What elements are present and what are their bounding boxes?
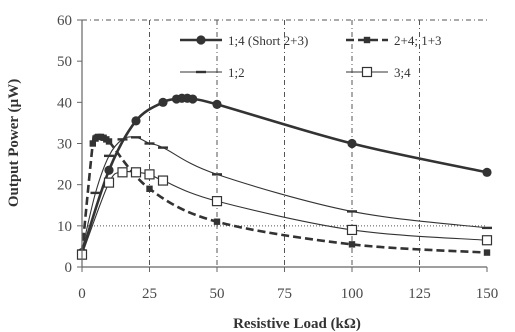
data-point-3-4-3 [130, 167, 142, 178]
data-point-1-4-short-2-3-8 [212, 99, 222, 109]
legend-entry-1-4-short-2-3: 1;4 (Short 2+3) [180, 33, 308, 48]
data-point-1-4-short-2-3-10 [482, 167, 492, 177]
axes [77, 19, 488, 272]
y-tick-label-20: 20 [57, 178, 72, 194]
legend-entry-3-4: 3;4 [346, 65, 411, 80]
data-point-3-4-5 [157, 175, 169, 186]
data-point-2-4-1-3-1 [89, 140, 96, 147]
data-point-1-4-short-2-3-2 [131, 116, 141, 126]
y-tick-label-50: 50 [57, 54, 72, 70]
legend: 1;4 (Short 2+3) 2+4; 1+3 1;2 3;4 [180, 33, 442, 80]
y-axis-title: Output Power (µW) [6, 79, 22, 207]
data-point-1-2-1 [90, 191, 101, 195]
x-tick-label-150: 150 [476, 286, 499, 302]
x-tick-label-125: 125 [408, 286, 431, 302]
data-point-2-4-1-3-10 [348, 241, 356, 248]
data-point-2-4-1-3-7 [105, 138, 113, 145]
x-tick-label-0: 0 [78, 286, 86, 302]
series-1-2 [77, 136, 492, 252]
data-point-1-2-8 [347, 210, 357, 213]
legend-entry-2-4-1-3: 2+4; 1+3 [346, 33, 442, 48]
data-point-1-4-short-2-3-3 [158, 97, 168, 107]
grid-lines [82, 19, 487, 267]
data-point-3-4-4 [144, 169, 155, 180]
x-tick-label-25: 25 [142, 286, 157, 302]
series-line-1-4-short-2-3 [80, 96, 488, 253]
legend-entry-1-2: 1;2 [180, 65, 245, 80]
data-point-1-4-short-2-3-1 [104, 165, 114, 175]
data-point-3-4-2 [117, 167, 128, 178]
data-point-3-4-8 [481, 235, 493, 246]
data-point-1-4-short-2-3-9 [347, 138, 357, 149]
x-tick-label-100: 100 [341, 286, 364, 302]
legend-label-3-4: 3;4 [394, 65, 411, 80]
data-point-1-2-3 [117, 138, 128, 141]
y-tick-label-10: 10 [57, 219, 72, 235]
series-group [76, 93, 493, 260]
series-line-2-4-1-3 [80, 132, 488, 254]
data-point-2-4-1-3-8 [146, 185, 153, 192]
x-tick-label-50: 50 [210, 286, 225, 302]
data-point-1-4-short-2-3-7 [188, 94, 198, 104]
legend-marker-2-4-1-3 [363, 36, 371, 44]
data-point-1-2-4 [131, 136, 141, 139]
legend-label-1-2: 1;2 [228, 65, 245, 80]
data-point-1-2-6 [158, 146, 168, 149]
legend-marker-1-4-short-2-3 [196, 35, 206, 45]
y-tick-label-40: 40 [57, 95, 72, 111]
data-point-1-2-9 [482, 226, 492, 230]
legend-label-1-4-short-2-3: 1;4 (Short 2+3) [228, 33, 308, 48]
x-tick-label-75: 75 [277, 286, 292, 302]
data-point-1-2-2 [104, 154, 114, 158]
data-point-3-4-1 [103, 177, 115, 188]
legend-marker-3-4 [361, 66, 373, 78]
y-tick-label-60: 60 [57, 13, 72, 29]
data-point-2-4-1-3-9 [213, 218, 221, 225]
data-point-3-4-6 [211, 196, 223, 207]
data-point-1-2-5 [144, 142, 155, 145]
legend-label-2-4-1-3: 2+4; 1+3 [394, 33, 442, 48]
y-tick-label-30: 30 [57, 137, 72, 153]
data-point-3-4-7 [346, 224, 358, 236]
x-axis-title: Resistive Load (kΩ) [233, 316, 361, 332]
data-point-2-4-1-3-11 [483, 249, 491, 256]
tick-labels: 0 10 20 30 40 50 60 0 25 50 75 100 125 150 [57, 13, 498, 302]
y-tick-label-0: 0 [65, 260, 73, 276]
data-point-1-2-7 [212, 173, 222, 176]
legend-marker-1-2 [196, 70, 206, 74]
